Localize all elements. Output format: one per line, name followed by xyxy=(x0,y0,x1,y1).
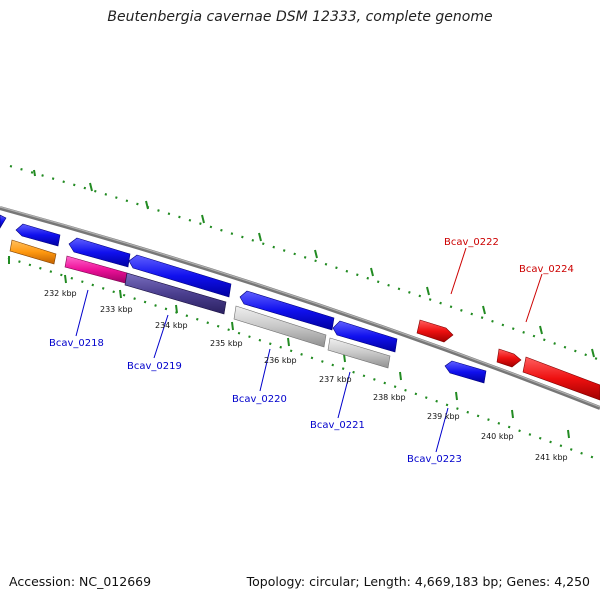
gene-arrow[interactable] xyxy=(332,320,398,353)
gene-arrow[interactable] xyxy=(416,319,454,343)
gene-arrow[interactable] xyxy=(0,214,7,229)
inner-dotted-ring xyxy=(7,256,600,462)
tick-label: 240 kbp xyxy=(481,432,514,441)
tick-label: 239 kbp xyxy=(427,412,460,421)
gene-label-bcav-0222[interactable]: Bcav_0222 xyxy=(444,237,499,248)
outer-ring-major-ticks xyxy=(33,169,595,358)
gene-label-bcav-0221[interactable]: Bcav_0221 xyxy=(310,420,365,431)
gene-arrow[interactable] xyxy=(522,356,600,401)
tick-label: 234 kbp xyxy=(155,321,188,330)
gene-arrow[interactable] xyxy=(64,255,128,284)
gene-labels: Bcav_0218 Bcav_0219 Bcav_0220 Bcav_0221 … xyxy=(49,237,574,465)
tick-label: 241 kbp xyxy=(535,453,568,462)
map-title: Beutenbergia cavernae DSM 12333, complet… xyxy=(107,9,493,25)
gene-arrow[interactable] xyxy=(9,239,57,265)
genome-summary: Topology: circular; Length: 4,669,183 bp… xyxy=(246,574,590,589)
gene-arrows xyxy=(0,214,600,401)
gene-label-bcav-0218[interactable]: Bcav_0218 xyxy=(49,338,104,349)
gene-label-bcav-0220[interactable]: Bcav_0220 xyxy=(232,394,287,405)
label-leader-lines xyxy=(75,247,543,453)
gene-label-bcav-0224[interactable]: Bcav_0224 xyxy=(519,264,574,275)
accession-label: Accession: NC_012669 xyxy=(9,574,152,589)
tick-labels: 232 kbp 233 kbp 234 kbp 235 kbp 236 kbp … xyxy=(44,289,568,462)
tick-label: 237 kbp xyxy=(319,375,352,384)
gene-arrow[interactable] xyxy=(327,337,391,369)
gene-arrow[interactable] xyxy=(128,254,232,298)
gene-arrow[interactable] xyxy=(68,237,131,268)
tick-label: 236 kbp xyxy=(264,356,297,365)
tick-label: 233 kbp xyxy=(100,305,133,314)
gene-arrow[interactable] xyxy=(444,360,487,384)
gene-arrow[interactable] xyxy=(15,223,61,247)
gene-arrow[interactable] xyxy=(233,305,327,348)
tick-label: 238 kbp xyxy=(373,393,406,402)
gene-arrow[interactable] xyxy=(124,272,227,315)
inner-ring-major-ticks xyxy=(8,256,570,439)
tick-label: 235 kbp xyxy=(210,339,243,348)
gene-label-bcav-0219[interactable]: Bcav_0219 xyxy=(127,361,182,372)
gene-label-bcav-0223[interactable]: Bcav_0223 xyxy=(407,454,462,465)
genome-backbone xyxy=(0,206,600,410)
gene-arrow[interactable] xyxy=(239,290,335,331)
tick-label: 232 kbp xyxy=(44,289,77,298)
gene-arrow[interactable] xyxy=(496,348,522,368)
